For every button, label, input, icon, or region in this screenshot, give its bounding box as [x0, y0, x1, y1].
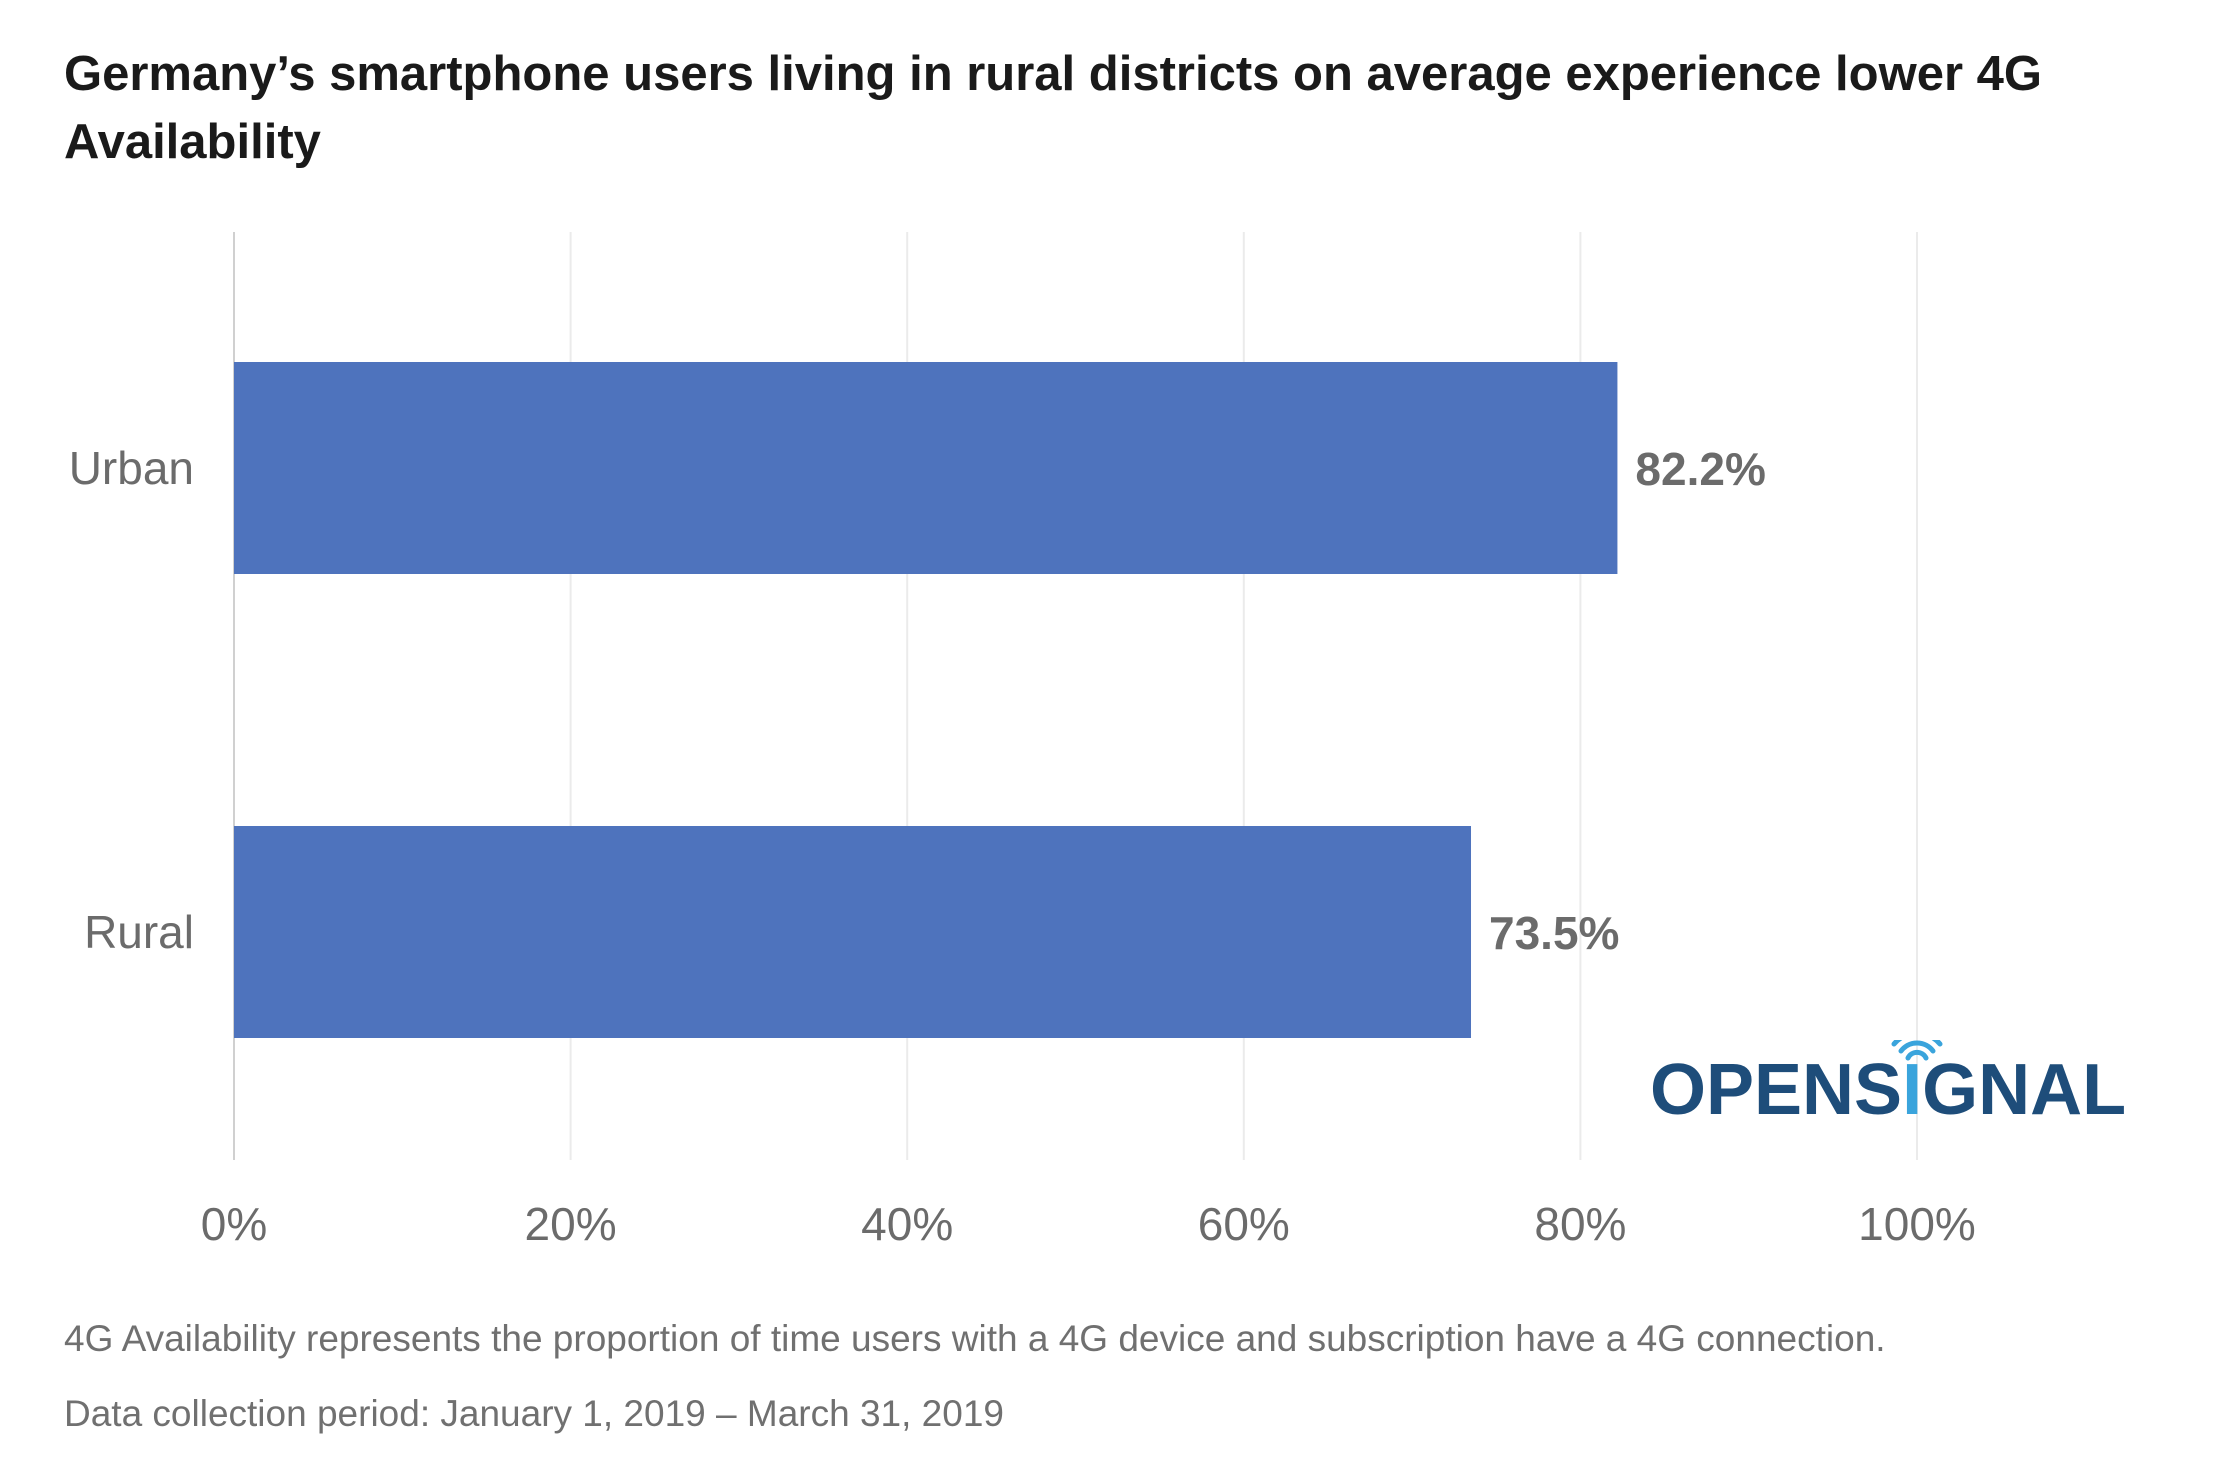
data-label: 82.2%	[1635, 443, 1765, 495]
category-labels: Urban Rural	[69, 442, 194, 958]
bars	[234, 362, 1618, 1038]
bar-rural	[234, 826, 1472, 1038]
x-tick-label: 80%	[1534, 1198, 1626, 1250]
bar-urban	[234, 362, 1618, 574]
footnote-period: Data collection period: January 1, 2019 …	[64, 1393, 1004, 1434]
signal-waves-icon	[1891, 1040, 1943, 1061]
logo-i: I	[1902, 1050, 1922, 1120]
x-axis-ticks: 0% 20% 40% 60% 80% 100%	[201, 1198, 1976, 1250]
x-tick-label: 0%	[201, 1198, 267, 1250]
footnote-definition: 4G Availability represents the proportio…	[64, 1318, 1886, 1359]
opensignal-logo: OPENSIGNAL	[1650, 1040, 2126, 1120]
x-tick-label: 40%	[861, 1198, 953, 1250]
category-label: Rural	[84, 906, 194, 958]
x-tick-label: 100%	[1858, 1198, 1976, 1250]
logo-text: OPENSIGNAL	[1650, 1050, 2126, 1120]
chart-title: Germany’s smartphone users living in rur…	[64, 47, 2042, 169]
x-tick-label: 20%	[525, 1198, 617, 1250]
x-tick-label: 60%	[1198, 1198, 1290, 1250]
data-label: 73.5%	[1489, 907, 1619, 959]
data-labels: 82.2% 73.5%	[1489, 443, 1766, 959]
category-label: Urban	[69, 442, 194, 494]
